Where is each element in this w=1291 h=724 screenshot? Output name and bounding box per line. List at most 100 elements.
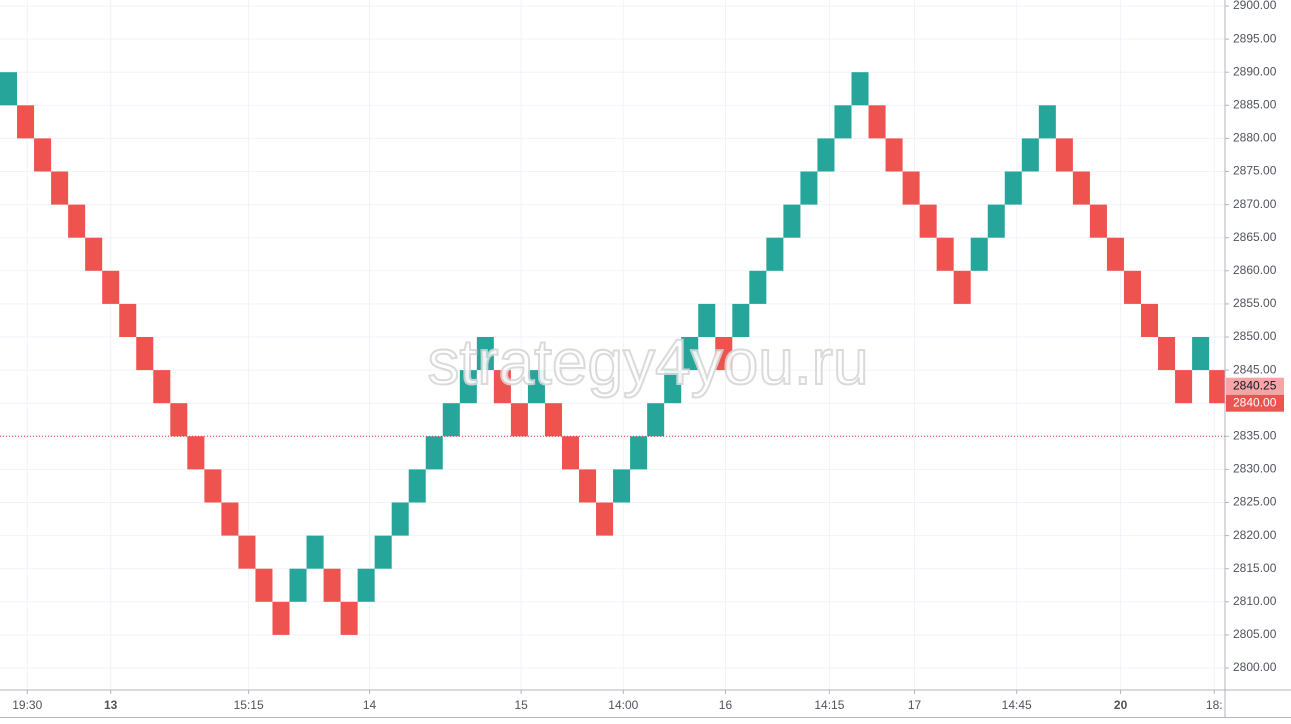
y-tick-label: 2825.00 <box>1233 495 1277 509</box>
brick <box>187 436 205 470</box>
brick <box>579 469 597 503</box>
axes: 2800.00 2805.00 2810.00 2815.00 2820.00 2825.… <box>12 0 1284 712</box>
brick <box>374 535 392 569</box>
price-label-box <box>1226 377 1284 395</box>
brick <box>136 337 154 371</box>
brick <box>221 502 239 536</box>
brick <box>613 469 631 503</box>
y-tick-label: 2850.00 <box>1233 329 1277 343</box>
brick <box>561 436 580 470</box>
brick <box>953 270 971 304</box>
brick <box>783 204 801 238</box>
brick <box>596 502 614 536</box>
brick <box>868 105 886 139</box>
brick <box>272 601 290 635</box>
brick <box>476 337 494 371</box>
x-tick-label: 20 <box>1114 698 1128 712</box>
brick <box>732 303 750 337</box>
brick <box>936 237 954 271</box>
brick <box>1158 337 1176 371</box>
y-tick-label: 2805.00 <box>1233 627 1277 641</box>
x-tick-label: 14 <box>363 698 377 712</box>
brick <box>1209 370 1225 404</box>
brick <box>630 436 648 470</box>
brick <box>493 370 511 404</box>
price-label: 2840.00 <box>1233 395 1277 409</box>
watermark: strategy4you.ru <box>427 326 868 398</box>
brick <box>34 138 52 172</box>
brick <box>834 105 852 139</box>
x-tick-label: 19:30 <box>12 698 42 712</box>
y-tick-label: 2835.00 <box>1233 428 1277 442</box>
brick <box>544 403 562 437</box>
brick <box>289 568 307 602</box>
brick <box>1175 370 1193 404</box>
brick <box>800 171 818 205</box>
brick <box>919 204 937 238</box>
brick <box>323 568 341 602</box>
brick <box>664 370 682 404</box>
y-tick-label: 2890.00 <box>1233 64 1277 78</box>
brick <box>987 204 1005 238</box>
brick <box>204 469 222 503</box>
y-tick-label: 2855.00 <box>1233 296 1277 310</box>
brick <box>766 237 784 271</box>
x-tick-label: 13 <box>104 698 118 712</box>
x-tick-label: 14:15 <box>814 698 844 712</box>
x-tick-label: 15:15 <box>234 698 264 712</box>
y-tick-label: 2880.00 <box>1233 131 1277 145</box>
brick <box>902 171 920 205</box>
brick <box>1192 337 1210 371</box>
brick <box>715 337 733 371</box>
y-tick-label: 2885.00 <box>1233 97 1277 111</box>
x-tick-label: 14:00 <box>608 698 638 712</box>
y-tick-label: 2830.00 <box>1233 462 1277 476</box>
brick <box>17 105 35 139</box>
brick <box>425 436 443 470</box>
brick <box>885 138 903 172</box>
y-tick-label: 2870.00 <box>1233 197 1277 211</box>
brick <box>1141 303 1159 337</box>
plot-area <box>0 72 1225 635</box>
brick <box>102 270 120 304</box>
brick <box>68 204 86 238</box>
y-tick-label: 2845.00 <box>1233 362 1277 376</box>
brick <box>1089 204 1107 238</box>
brick <box>1072 171 1090 205</box>
brick <box>119 303 137 337</box>
brick <box>442 403 460 437</box>
x-tick-label: 14:45 <box>1002 698 1032 712</box>
y-tick-label: 2815.00 <box>1233 561 1277 575</box>
brick <box>51 171 69 205</box>
price-label: 2840.25 <box>1233 378 1277 392</box>
brick <box>1106 237 1124 271</box>
price-label-box <box>1226 394 1284 412</box>
brick <box>357 568 375 602</box>
brick <box>153 370 171 404</box>
brick <box>647 403 665 437</box>
brick <box>85 237 103 271</box>
x-tick-label: 16 <box>719 698 733 712</box>
brick <box>681 337 699 371</box>
brick <box>1038 105 1056 139</box>
brick <box>238 535 256 569</box>
brick <box>1123 270 1142 304</box>
brick <box>1021 138 1039 172</box>
brick <box>340 601 358 635</box>
brick <box>527 370 545 404</box>
y-tick-label: 2820.00 <box>1233 528 1277 542</box>
x-tick-label: 15 <box>514 698 528 712</box>
y-tick-label: 2875.00 <box>1233 164 1277 178</box>
brick <box>391 502 409 536</box>
brick <box>749 270 767 304</box>
brick <box>408 469 426 503</box>
y-tick-label: 2800.00 <box>1233 660 1277 674</box>
brick <box>1004 171 1022 205</box>
brick <box>851 72 869 106</box>
brick <box>255 568 273 602</box>
y-tick-label: 2865.00 <box>1233 230 1277 244</box>
y-tick-label: 2895.00 <box>1233 31 1277 45</box>
brick <box>170 403 188 437</box>
x-tick-label: 18: <box>1206 698 1223 712</box>
